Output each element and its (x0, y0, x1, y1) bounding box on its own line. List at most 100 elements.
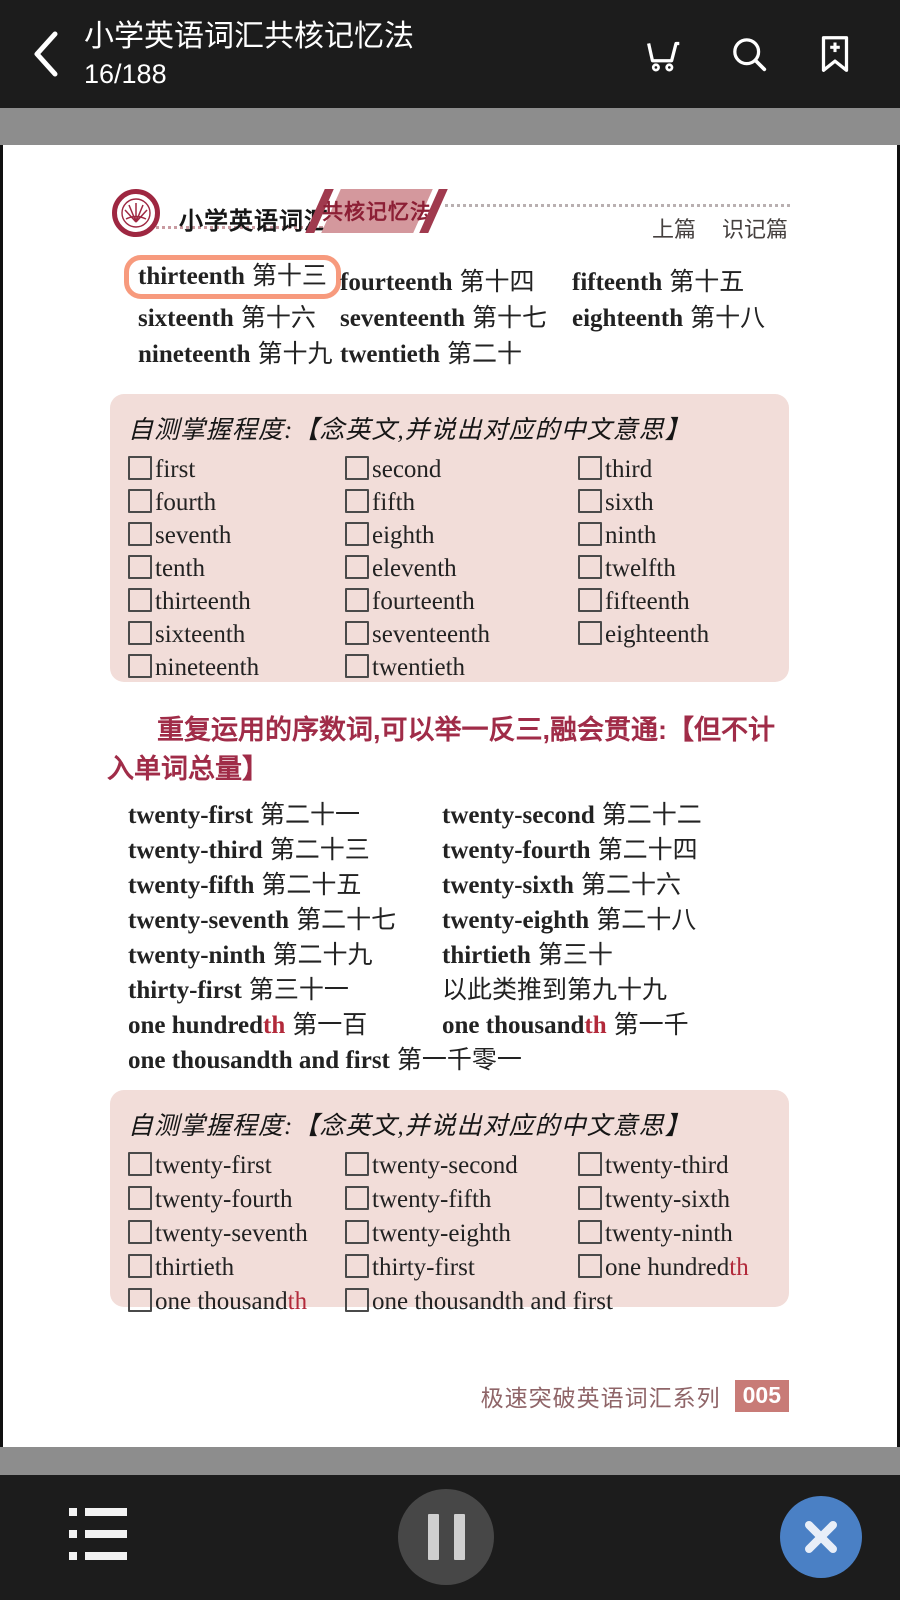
check-item: eighth (345, 522, 578, 555)
check-item: sixth (578, 489, 789, 522)
ordinal-words-21-1001: twenty-first 第二十一 twenty-second 第二十二 twenty-… (128, 795, 702, 1075)
checkbox (345, 522, 369, 546)
check-item: one hundredth (578, 1254, 789, 1288)
selftest-panel-1: 自测掌握程度:【念英文,并说出对应的中文意思】 first second third… (110, 394, 789, 682)
check-item: thirtieth (128, 1254, 345, 1288)
checkbox (345, 1152, 369, 1176)
word-item: thirtieth 第三十 (442, 942, 613, 969)
book-title: 小学英语词汇共核记忆法 (84, 19, 414, 53)
checkbox (345, 456, 369, 480)
search-icon (733, 38, 767, 72)
check-item: twentieth (345, 654, 578, 687)
check-item: nineteenth (128, 654, 345, 687)
dotted-rule-right (445, 204, 790, 207)
checkbox (128, 1186, 152, 1210)
page-progress: 16/188 (84, 58, 167, 89)
check-item: fifth (345, 489, 578, 522)
selftest-title: 自测掌握程度:【念英文,并说出对应的中文意思】 (128, 417, 691, 444)
word-item: twenty-second 第二十二 (442, 802, 702, 829)
check-item: twenty-third (578, 1152, 789, 1186)
section-label: 识记篇 (721, 217, 788, 242)
cart-button[interactable] (640, 31, 686, 77)
close-icon (805, 1521, 837, 1553)
series-brand: 小学英语词汇 (179, 208, 329, 235)
bookmark-add-icon (821, 36, 849, 72)
checkbox (345, 555, 369, 579)
checkbox (128, 621, 152, 645)
teacher-note: 重复运用的序数词,可以举一反三,融会贯通:【但不计入单词总量】 (107, 715, 775, 784)
page-number-badge: 005 (734, 1380, 789, 1412)
pause-icon (427, 1514, 439, 1560)
check-item: thirteenth (128, 588, 345, 621)
word-item: twenty-eighth 第二十八 (442, 907, 697, 934)
list-icon (69, 1530, 131, 1538)
word-item: one thousandth and first 第一千零一 (128, 1047, 522, 1074)
check-item: fourth (128, 489, 345, 522)
checkbox (345, 1220, 369, 1244)
checkbox (128, 1288, 152, 1312)
bookmark-button[interactable] (812, 31, 858, 77)
check-item: eleventh (345, 555, 578, 588)
search-button[interactable] (726, 31, 772, 77)
word-item: twenty-seventh 第二十七 (128, 907, 397, 934)
word-item: sixteenth 第十六 (138, 305, 316, 332)
check-item: third (578, 456, 789, 489)
check-item: twenty-sixth (578, 1186, 789, 1220)
checkbox (345, 654, 369, 678)
top-toolbar: 小学英语词汇共核记忆法 16/188 (0, 0, 900, 108)
publisher-logo (112, 189, 160, 237)
book-title-block: 小学英语词汇共核记忆法 16/188 (84, 20, 414, 89)
word-item: twenty-first 第二十一 (128, 802, 360, 829)
check-item: seventh (128, 522, 345, 555)
method-banner: 共核记忆法 (321, 189, 433, 233)
word-item: fifteenth 第十五 (572, 269, 745, 296)
check-item: sixteenth (128, 621, 345, 654)
word-item: thirty-first 第三十一 (128, 977, 349, 1004)
word-item: twenty-sixth 第二十六 (442, 872, 681, 899)
check-item: twenty-seventh (128, 1220, 345, 1254)
back-button[interactable] (14, 14, 78, 94)
pause-icon (453, 1514, 465, 1560)
checkbox (128, 1254, 152, 1278)
check-item: twenty-second (345, 1152, 578, 1186)
word-item: twenty-fourth 第二十四 (442, 837, 698, 864)
selftest-checklist-2: twenty-first twenty-second twenty-third twe… (128, 1152, 789, 1322)
check-item: first (128, 456, 345, 489)
checkbox (128, 522, 152, 546)
word-item: twenty-ninth 第二十九 (128, 942, 373, 969)
checkbox (128, 456, 152, 480)
checkbox (578, 621, 602, 645)
checkbox (345, 588, 369, 612)
selftest-panel-2: 自测掌握程度:【念英文,并说出对应的中文意思】 twenty-first twen… (110, 1090, 789, 1315)
checkbox (128, 1220, 152, 1244)
highlight-box: thirteenth 第十三 (124, 255, 341, 299)
checkbox (128, 489, 152, 513)
close-button[interactable] (780, 1496, 862, 1578)
word-item: twenty-fifth 第二十五 (128, 872, 362, 899)
toc-button[interactable] (69, 1508, 131, 1560)
check-item: twenty-ninth (578, 1220, 789, 1254)
check-item: twenty-fourth (128, 1186, 345, 1220)
check-item: seventeenth (345, 621, 578, 654)
checkbox (578, 489, 602, 513)
check-item: fourteenth (345, 588, 578, 621)
check-item: thirty-first (345, 1254, 578, 1288)
word-item: seventeenth 第十七 (340, 305, 547, 332)
page-header: 小学英语词汇 共核记忆法 上篇 识记篇 (107, 189, 790, 255)
cart-icon (647, 41, 680, 72)
selftest-checklist-1: first second third fourth fifth sixth seventh e… (128, 456, 789, 687)
checkbox (578, 1186, 602, 1210)
list-icon (69, 1552, 131, 1560)
list-icon (69, 1508, 131, 1516)
word-item: twenty-third 第二十三 (128, 837, 370, 864)
checkbox (345, 621, 369, 645)
page-footer: 极速突破英语词汇系列 005 (481, 1379, 789, 1413)
pause-button[interactable] (398, 1489, 494, 1585)
checkbox (128, 1152, 152, 1176)
dotted-rule-left (137, 226, 323, 229)
checkbox (128, 588, 152, 612)
word-item: fourteenth 第十四 (340, 269, 535, 296)
book-page: 小学英语词汇 共核记忆法 上篇 识记篇 thirteenth 第十三 fourtee… (3, 145, 897, 1447)
checkbox (578, 555, 602, 579)
checkbox (578, 588, 602, 612)
